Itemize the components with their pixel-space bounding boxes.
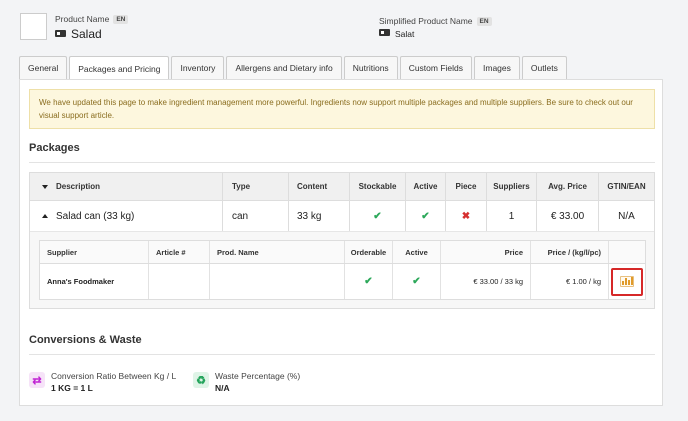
collapse-all-icon[interactable]: [42, 184, 48, 189]
tab-inventory[interactable]: Inventory: [171, 56, 225, 79]
piece-cross-icon: ✖: [445, 201, 486, 231]
tab-content-panel: We have updated this page to make ingred…: [19, 79, 663, 406]
simplified-name-label: Simplified Product Name: [379, 16, 473, 26]
language-badge: EN: [113, 15, 129, 24]
column-stockable: Stockable: [349, 173, 405, 200]
column-avg-price: Avg. Price: [536, 173, 598, 200]
supplier-name[interactable]: Anna's Foodmaker: [47, 277, 115, 286]
bar-chart-icon: [620, 276, 634, 287]
translation-icon: [55, 30, 66, 37]
suppliers-subtable-wrapper: Supplier Article # Prod. Name Orderable …: [30, 232, 654, 308]
simplified-name: Salat: [379, 29, 414, 39]
column-type: Type: [222, 173, 288, 200]
conversion-ratio: ⇄ Conversion Ratio Between Kg / L 1 KG =…: [29, 371, 176, 394]
product-name-label-row: Product Name EN: [55, 14, 129, 24]
column-unit-price: Price / (kg/l/pc): [530, 241, 608, 263]
simplified-name-value: Salat: [395, 29, 415, 39]
package-row[interactable]: Salad can (33 kg) can 33 kg ✔ ✔ ✖ 1 € 33…: [30, 201, 654, 232]
language-badge: EN: [476, 17, 492, 26]
supplier-unit-price: € 1.00 / kg: [530, 264, 608, 299]
divider: [29, 162, 655, 163]
column-supplier: Supplier: [47, 247, 78, 257]
conversions-title: Conversions & Waste: [29, 334, 142, 346]
price-history-button[interactable]: [611, 267, 643, 296]
tab-custom-fields[interactable]: Custom Fields: [399, 56, 473, 79]
product-name-value: Salad: [71, 27, 102, 41]
notice-text: We have updated this page to make ingred…: [39, 98, 633, 107]
waste-percentage-value: N/A: [215, 383, 230, 393]
supplier-article: [148, 264, 209, 299]
package-content: 33 kg: [288, 201, 349, 231]
recycle-icon: ♻: [193, 372, 209, 388]
collapse-row-icon[interactable]: [42, 214, 48, 218]
waste-percentage: ♻ Waste Percentage (%) N/A: [193, 371, 300, 394]
supplier-prod-name: [209, 264, 344, 299]
supplier-actions: [608, 264, 645, 299]
packages-table-header: Description Type Content Stockable Activ…: [30, 173, 654, 201]
active-check-icon: ✔: [405, 201, 445, 231]
supplier-row[interactable]: Anna's Foodmaker ✔ ✔ € 33.00 / 33 kg € 1…: [40, 264, 645, 299]
support-article-link[interactable]: visual support article: [39, 110, 112, 120]
packages-title: Packages: [29, 142, 80, 154]
supplier-price: € 33.00 / 33 kg: [440, 264, 530, 299]
package-type: can: [222, 201, 288, 231]
column-suppliers: Suppliers: [486, 173, 536, 200]
column-gtin: GTIN/EAN: [598, 173, 654, 200]
column-active: Active: [405, 173, 445, 200]
package-description[interactable]: Salad can (33 kg): [30, 201, 222, 231]
package-description-text: Salad can (33 kg): [56, 210, 135, 222]
conversion-ratio-value: 1 KG = 1 L: [51, 383, 93, 393]
tab-nutritions[interactable]: Nutritions: [343, 56, 398, 79]
swap-arrows-icon: ⇄: [29, 372, 45, 388]
info-notice: We have updated this page to make ingred…: [29, 89, 655, 129]
notice-end: .: [111, 110, 115, 120]
column-label: Description: [56, 182, 101, 191]
supplier-active-check-icon: ✔: [392, 264, 440, 299]
column-content: Content: [288, 173, 349, 200]
conversion-ratio-label: Conversion Ratio Between Kg / L: [51, 371, 177, 381]
tab-allergens[interactable]: Allergens and Dietary info: [226, 56, 342, 79]
packages-table: Description Type Content Stockable Activ…: [29, 172, 655, 309]
tab-images[interactable]: Images: [474, 56, 520, 79]
divider: [29, 354, 655, 355]
orderable-check-icon: ✔: [344, 264, 392, 299]
column-article: Article #: [148, 241, 209, 263]
suppliers-table-header: Supplier Article # Prod. Name Orderable …: [40, 241, 645, 264]
tab-packages-and-pricing[interactable]: Packages and Pricing: [69, 56, 170, 80]
column-actions: [608, 241, 645, 263]
waste-percentage-label: Waste Percentage (%): [215, 371, 301, 381]
tab-outlets[interactable]: Outlets: [521, 56, 567, 79]
simplified-name-label-row: Simplified Product Name EN: [379, 16, 492, 26]
package-suppliers-count: 1: [486, 201, 536, 231]
package-avg-price: € 33.00: [536, 201, 598, 231]
translation-icon: [379, 29, 390, 36]
column-description[interactable]: Description: [30, 173, 222, 200]
column-prod-name: Prod. Name: [209, 241, 344, 263]
product-image-thumbnail[interactable]: [20, 13, 47, 40]
column-price: Price: [440, 241, 530, 263]
stockable-check-icon: ✔: [349, 201, 405, 231]
tab-bar: General Packages and Pricing Inventory A…: [19, 56, 569, 80]
column-orderable: Orderable: [344, 241, 392, 263]
package-gtin: N/A: [598, 201, 654, 231]
suppliers-table: Supplier Article # Prod. Name Orderable …: [39, 240, 646, 300]
product-name: Salad: [55, 27, 102, 41]
product-name-label: Product Name: [55, 14, 110, 24]
column-piece: Piece: [445, 173, 486, 200]
column-supplier-active: Active: [392, 241, 440, 263]
tab-general[interactable]: General: [19, 56, 68, 79]
